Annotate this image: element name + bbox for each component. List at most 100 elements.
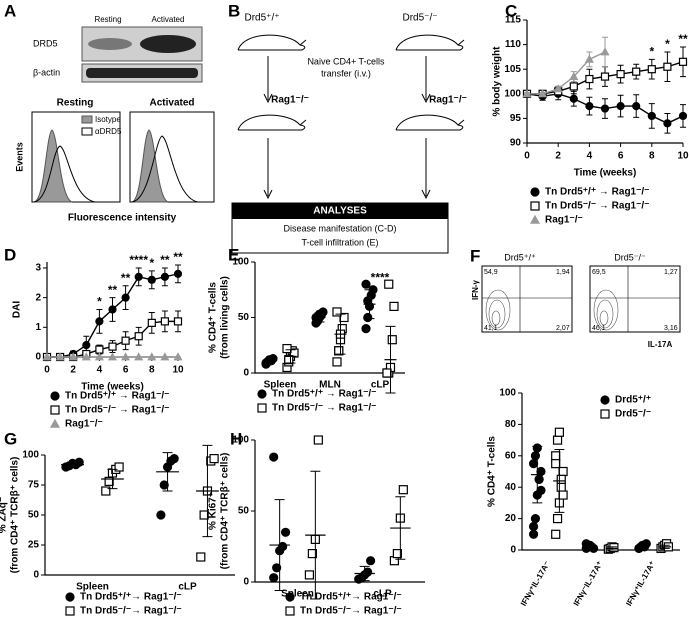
marker <box>392 548 402 559</box>
y-tick-label: 0 <box>35 352 41 363</box>
marker <box>159 480 169 490</box>
y-axis-label: % CD4⁺ T-cells <box>208 282 219 353</box>
marker <box>49 418 61 428</box>
x-tick-label: 4 <box>97 365 103 376</box>
y-tick-label: 90 <box>510 138 522 149</box>
marker <box>678 57 688 66</box>
x-tick-label: cLP <box>371 380 390 391</box>
y-tick-label: 0 <box>510 545 516 556</box>
marker <box>147 275 156 284</box>
error-bar <box>314 312 325 323</box>
marker <box>647 65 656 74</box>
marker <box>169 454 179 464</box>
marker <box>121 293 130 302</box>
recipient: Rag1⁻/⁻ <box>429 95 467 106</box>
legend-label: Tn Drd5⁻/⁻ → Rag1⁻/⁻ <box>272 403 376 414</box>
marker <box>678 111 688 121</box>
isotype-hist <box>131 129 169 203</box>
y-tick-label: 20 <box>505 513 517 524</box>
y-axis-label: % CD4⁺ T-cells <box>487 436 498 507</box>
legend-label: Tn Drd5⁻/⁻→ Rag1⁻/⁻ <box>80 606 182 617</box>
marker <box>530 201 540 211</box>
y-tick-label: 95 <box>510 113 522 124</box>
marker <box>134 332 143 341</box>
marker <box>600 409 610 419</box>
marker <box>398 485 408 495</box>
annotation: ** <box>173 250 183 264</box>
x-tick-label: 2 <box>70 365 76 376</box>
legend-label: Tn Drd5⁺/⁺ → Rag1⁻/⁻ <box>65 391 169 402</box>
marker <box>282 343 292 354</box>
marker <box>529 214 541 224</box>
y-tick-label: 60 <box>505 450 517 461</box>
hist-title: Activated <box>149 98 194 109</box>
axis-label: Events <box>14 142 24 172</box>
error-bar <box>659 544 670 549</box>
marker <box>332 357 342 367</box>
legend-label: Tn Drd5⁻/⁻ → Rag1⁻/⁻ <box>65 405 169 416</box>
marker <box>551 459 561 469</box>
marker <box>389 301 399 311</box>
x-tick-label: 0 <box>524 151 530 162</box>
legend-swatch <box>81 115 93 124</box>
legend-label: Isotype <box>95 115 121 124</box>
blot-row: DRD5 <box>33 38 58 48</box>
marker <box>647 111 656 121</box>
transfer-text: transfer (i.v.) <box>321 68 371 78</box>
marker <box>584 54 594 63</box>
marker <box>600 395 610 405</box>
marker <box>121 352 131 361</box>
y-tick-label: 25 <box>28 540 40 551</box>
y-tick-label: 100 <box>504 88 521 99</box>
drd5-hist <box>33 145 96 203</box>
x-tick-label: cLP <box>373 589 392 600</box>
panel-label: B <box>228 1 240 20</box>
marker <box>156 510 166 520</box>
y-axis-label: % ZAq⁻ <box>0 497 9 533</box>
error-bar <box>285 349 296 364</box>
marker <box>313 435 323 445</box>
marker <box>101 486 111 496</box>
quadrant: 3,16 <box>664 325 678 332</box>
marker <box>108 342 117 351</box>
legend-label: Drd5⁻/⁻ <box>615 409 651 420</box>
marker <box>554 427 564 437</box>
marker <box>199 510 209 520</box>
y-tick-label: 50 <box>238 506 250 517</box>
axis-label: IL-17A <box>648 340 673 349</box>
blot-col: Resting <box>94 15 121 24</box>
quadrant: 1,94 <box>556 269 570 276</box>
y-tick-label: 100 <box>232 257 249 268</box>
annotation: * <box>149 256 154 270</box>
marker <box>551 451 561 461</box>
marker <box>552 435 563 445</box>
error-bar <box>107 468 118 490</box>
analyses-header <box>232 203 448 219</box>
marker <box>50 391 60 401</box>
x-tick-label: 6 <box>123 365 129 376</box>
x-tick-label: Spleen <box>281 589 314 600</box>
panel-label: D <box>4 245 16 264</box>
hist-box <box>31 111 121 203</box>
x-tick-label: 4 <box>587 151 593 162</box>
legend-label: Tn Drd5⁺/⁺ → Rag1⁻/⁻ <box>272 389 376 400</box>
marker <box>134 272 143 281</box>
axes <box>254 440 425 583</box>
marker <box>55 352 65 361</box>
marker <box>147 352 157 361</box>
legend-label: Tn Drd5⁻/⁻→ Rag1⁻/⁻ <box>300 606 402 617</box>
flow-title: Drd5⁻/⁻ <box>614 252 646 262</box>
marker <box>552 513 563 524</box>
marker <box>196 552 206 562</box>
y-tick-label: 115 <box>505 15 522 26</box>
marker <box>65 592 75 602</box>
marker <box>361 279 371 289</box>
marker <box>569 94 578 103</box>
marker <box>558 466 568 477</box>
marker <box>114 462 124 472</box>
panel-label: H <box>230 429 242 448</box>
marker <box>585 101 594 111</box>
y-axis-label: % Ki67⁺ <box>208 492 219 530</box>
mouse-icons <box>237 34 465 200</box>
